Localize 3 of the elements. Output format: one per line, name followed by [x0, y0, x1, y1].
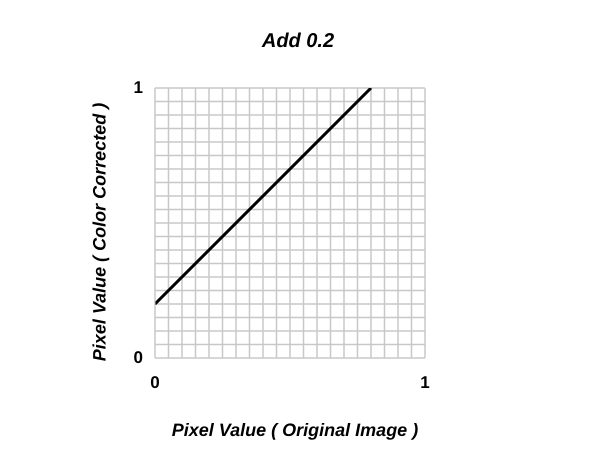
- x-axis-title: Pixel Value ( Original Image ): [170, 420, 420, 441]
- y-axis-title: Pixel Value ( Color Corrected ): [90, 102, 110, 362]
- chart-title: Add 0.2: [260, 30, 336, 53]
